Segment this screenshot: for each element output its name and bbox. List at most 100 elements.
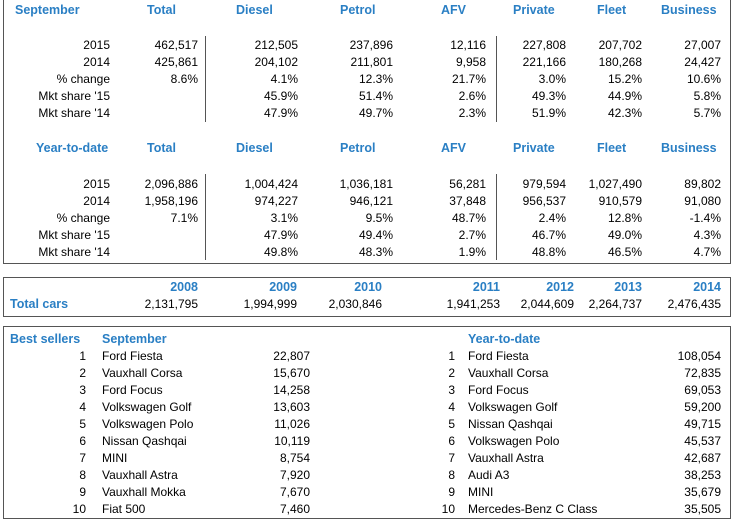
- rank: 8: [448, 468, 455, 482]
- rank: 7: [448, 451, 455, 465]
- model: Vauxhall Mokka: [102, 485, 186, 499]
- rank: 2: [79, 366, 86, 380]
- cell: 47.9%: [263, 106, 298, 120]
- rank: 4: [79, 400, 86, 414]
- cell: 42.3%: [607, 106, 642, 120]
- rank: 6: [448, 434, 455, 448]
- column-header: Total: [147, 3, 176, 17]
- cell: 1.9%: [458, 245, 486, 259]
- sales: 45,537: [684, 434, 721, 448]
- total-value: 2,264,737: [588, 297, 642, 311]
- cell: 979,594: [522, 177, 566, 191]
- cell: 237,896: [349, 38, 393, 52]
- divider: [205, 174, 206, 260]
- section-title: Year-to-date: [36, 141, 109, 155]
- model: Volkswagen Polo: [102, 417, 194, 431]
- sales: 10,119: [274, 434, 310, 448]
- sales: 14,258: [273, 383, 310, 397]
- cell: 1,036,181: [339, 177, 393, 191]
- row-label: Mkt share '15: [38, 228, 110, 242]
- sales: 13,603: [273, 400, 310, 414]
- rank: 3: [79, 383, 86, 397]
- row-label: 2015: [83, 38, 110, 52]
- cell: 49.7%: [358, 106, 393, 120]
- cell: 4.7%: [693, 245, 721, 259]
- row-label: Mkt share '14: [38, 106, 110, 120]
- cell: 227,808: [522, 38, 566, 52]
- row-label: 2015: [83, 177, 110, 191]
- model: Ford Fiesta: [102, 349, 163, 363]
- year-header: 2014: [693, 280, 721, 294]
- column-header: Fleet: [597, 3, 627, 17]
- rank: 9: [448, 485, 455, 499]
- model: Mercedes-Benz C Class: [468, 502, 598, 516]
- sales: 72,835: [684, 366, 721, 380]
- cell: 9,958: [455, 55, 486, 69]
- sales: 35,679: [684, 485, 721, 499]
- cell: 46.5%: [607, 245, 642, 259]
- column-header: Private: [513, 141, 555, 155]
- best-sellers-box: [3, 326, 731, 519]
- cell: 4.1%: [270, 72, 298, 86]
- model: Vauxhall Corsa: [102, 366, 183, 380]
- cell: 8.6%: [170, 72, 198, 86]
- model: Ford Fiesta: [468, 349, 529, 363]
- cell: 24,427: [684, 55, 721, 69]
- cell: 89,802: [684, 177, 721, 191]
- cell: 48.7%: [451, 211, 486, 225]
- cell: 4.3%: [693, 228, 721, 242]
- sales: 7,920: [279, 468, 310, 482]
- model: Nissan Qashqai: [102, 434, 187, 448]
- cell: 48.8%: [531, 245, 566, 259]
- cell: 91,080: [684, 194, 721, 208]
- row-label: 2014: [83, 55, 110, 69]
- cell: 10.6%: [686, 72, 721, 86]
- column-header: Business: [661, 141, 717, 155]
- cell: 44.9%: [607, 89, 642, 103]
- cell: 3.0%: [538, 72, 566, 86]
- rank: 4: [448, 400, 455, 414]
- cell: 2.6%: [458, 89, 486, 103]
- cell: 51.9%: [531, 106, 566, 120]
- column-header: Diesel: [236, 3, 273, 17]
- cell: 1,958,196: [144, 194, 198, 208]
- cell: 2.4%: [538, 211, 566, 225]
- row-label: Mkt share '15: [38, 89, 110, 103]
- sales: 49,715: [684, 417, 721, 431]
- cell: 49.8%: [263, 245, 298, 259]
- cell: 7.1%: [170, 211, 198, 225]
- cell: 9.5%: [365, 211, 393, 225]
- model: Audi A3: [468, 468, 510, 482]
- rank: 3: [448, 383, 455, 397]
- column-header: Fleet: [597, 141, 627, 155]
- cell: 49.3%: [531, 89, 566, 103]
- cell: 425,861: [154, 55, 198, 69]
- sales: 11,026: [274, 417, 310, 431]
- year-header: 2013: [614, 280, 642, 294]
- rank: 6: [79, 434, 86, 448]
- cell: 3.1%: [270, 211, 298, 225]
- year-header: 2009: [269, 280, 297, 294]
- total-value: 2,131,795: [144, 297, 198, 311]
- sales: 42,687: [684, 451, 721, 465]
- total-value: 2,476,435: [667, 297, 721, 311]
- cell: 5.8%: [693, 89, 721, 103]
- model: Nissan Qashqai: [468, 417, 553, 431]
- model: Fiat 500: [102, 502, 146, 516]
- model: Vauxhall Corsa: [468, 366, 549, 380]
- cell: 1,004,424: [244, 177, 298, 191]
- model: Vauxhall Astra: [102, 468, 178, 482]
- cell: 12.8%: [607, 211, 642, 225]
- cell: 48.3%: [358, 245, 393, 259]
- sales: 108,054: [677, 349, 721, 363]
- rank: 10: [72, 502, 86, 516]
- column-header: AFV: [441, 141, 466, 155]
- cell: 2.7%: [458, 228, 486, 242]
- model: Volkswagen Golf: [102, 400, 192, 414]
- list-title: September: [102, 332, 167, 346]
- row-label: % change: [56, 72, 110, 86]
- sales: 7,670: [279, 485, 310, 499]
- list-title: Year-to-date: [468, 332, 541, 346]
- rank: 9: [79, 485, 86, 499]
